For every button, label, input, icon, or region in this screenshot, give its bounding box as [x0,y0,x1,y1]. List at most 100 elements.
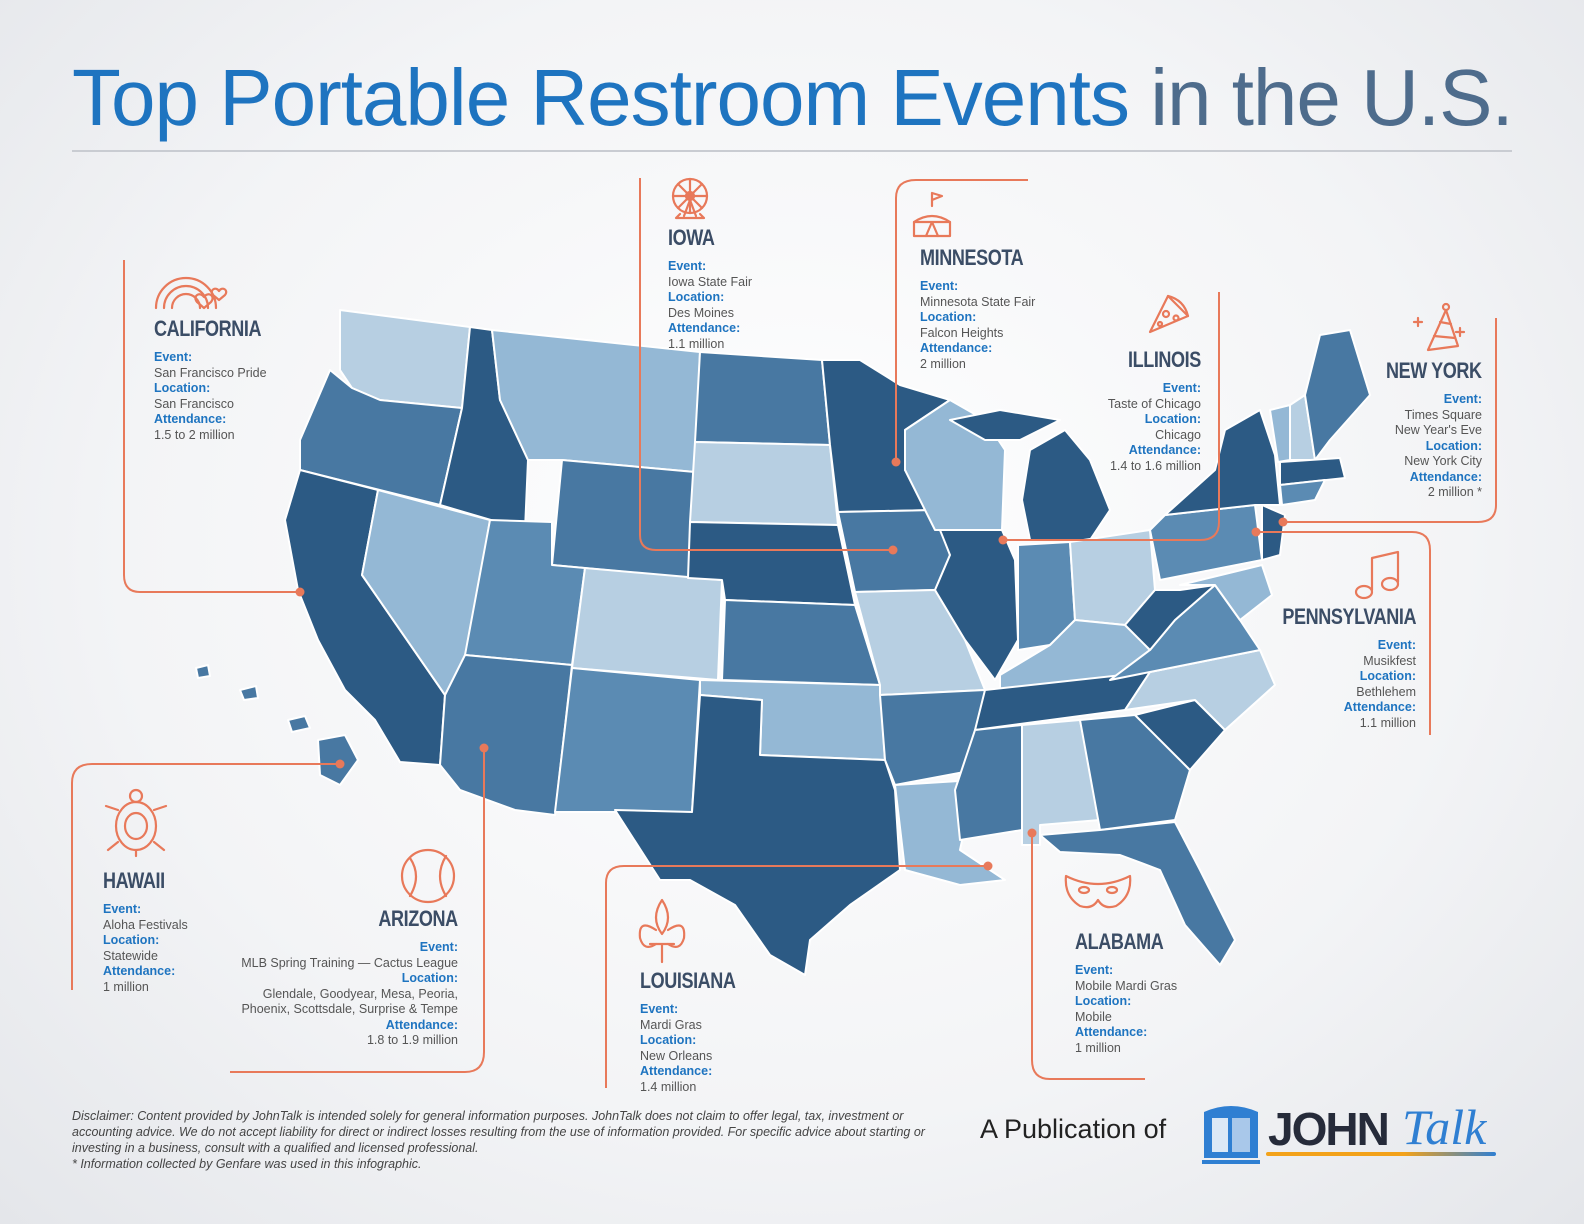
location-label: Location: [668,290,725,304]
location-value: San Francisco [154,396,234,411]
state-arizona [439,654,573,816]
attendance-value: 2 million [920,356,966,371]
marker-hawaii [335,759,345,769]
card-newyork: NEW YORK Event: Times Square New Year's … [1365,358,1482,501]
state-hawaii-kauai [195,664,211,679]
state-wyoming [551,459,696,579]
location-value: Falcon Heights [920,325,1004,340]
event-value: Aloha Festivals [103,917,188,932]
page-title: Top Portable Restroom Events in the U.S. [72,52,1514,144]
event-value: Minnesota State Fair [920,294,1036,309]
attendance-value: 1.1 million [668,336,725,351]
event-label: Event: [1075,963,1114,977]
state-name: MINNESOTA [920,245,1024,270]
location-label: Location: [103,933,160,947]
attendance-value: 1.5 to 2 million [154,427,235,442]
circus-tent-icon [912,191,952,238]
state-name: IOWA [668,225,715,250]
event-label: Event: [154,350,193,364]
ferris-wheel-icon [671,177,709,220]
pizza-slice-icon [1148,294,1190,334]
location-value: New Orleans [640,1048,713,1063]
attendance-value: 1 million [103,979,149,994]
state-arkansas [879,689,986,786]
state-massachusetts [1279,457,1346,486]
disclaimer-text: Disclaimer: Content provided by JohnTalk… [72,1109,925,1155]
title-part-1: Top Portable Restroom Events [72,53,1130,142]
music-note-icon [1354,550,1400,600]
card-minnesota: MINNESOTA Event: Minnesota State Fair Lo… [920,245,1046,372]
fleur-de-lis-icon [638,898,686,964]
mardi-gras-mask-icon [1064,874,1132,909]
state-florida [1039,821,1236,966]
connector-newyork [1283,318,1497,523]
marker-louisiana [983,861,993,871]
attendance-value: 1.8 to 1.9 million [366,1033,458,1047]
state-name: PENNSYLVANIA [1282,604,1416,629]
portable-restroom-icon [1202,1106,1260,1164]
location-label: Location: [1075,994,1132,1008]
disclaimer: Disclaimer: Content provided by JohnTalk… [72,1108,932,1172]
marker-minnesota [891,457,901,467]
event-value: MLB Spring Training — Cactus League [241,955,458,970]
attendance-label: Attendance: [668,321,741,335]
event-label: Event: [1162,381,1201,395]
title-part-2: in the U.S. [1128,53,1514,142]
event-value: San Francisco Pride [154,365,267,380]
state-ct-ri [1279,479,1326,506]
state-maryland-de [1179,564,1273,621]
turtle-icon [104,788,168,858]
state-michigan-up [949,409,1061,441]
location-label: Location: [920,310,977,324]
connector-hawaii [71,763,340,990]
state-hawaii-maui [287,715,311,733]
event-label: Event: [103,902,142,916]
location-label: Location: [401,971,458,985]
card-pennsylvania: PENNSYLVANIA Event: Musikfest Location: … [1253,604,1416,731]
state-newyork [1164,409,1281,516]
attendance-label: Attendance: [103,964,176,978]
title-divider [72,150,1512,152]
event-label: Event: [419,940,458,954]
state-name: ARIZONA [378,906,459,931]
logo-talk-text: Talk [1402,1099,1487,1155]
publication-label: A Publication of [980,1114,1167,1144]
state-name: ILLINOIS [1128,347,1201,372]
event-value: Iowa State Fair [668,274,753,289]
connector-minnesota [895,179,1028,462]
state-name: NEW YORK [1386,358,1482,383]
party-hat-icon [1412,302,1466,352]
marker-iowa [888,545,898,555]
state-newmexico [554,667,701,813]
event-value: Times Square New Year's Eve [1394,407,1482,438]
card-alabama: ALABAMA Event: Mobile Mardi Gras Locatio… [1075,929,1183,1056]
baseball-icon [400,848,456,904]
rainbow-hearts-icon [154,276,228,310]
attendance-value: 1.4 million [640,1079,697,1094]
event-label: Event: [1377,638,1416,652]
attendance-label: Attendance: [1343,700,1416,714]
state-maine [1304,329,1371,461]
card-california: CALIFORNIA Event: San Francisco Pride Lo… [154,316,285,443]
card-arizona: ARIZONA Event: MLB Spring Training — Cac… [241,906,458,1049]
attendance-label: Attendance: [385,1017,458,1032]
location-label: Location: [1359,669,1416,683]
location-value: Des Moines [668,305,734,320]
logo-underline-swoosh [1266,1152,1496,1156]
state-mississippi [954,724,1023,841]
attendance-label: Attendance: [640,1064,713,1078]
state-kansas [721,599,881,686]
event-value: Mardi Gras [640,1017,702,1032]
state-northdakota [694,351,831,446]
attendance-value: 1.4 to 1.6 million [1109,458,1201,473]
state-hawaii-oahu [239,685,259,701]
connector-illinois [1003,292,1220,541]
location-value: New York City [1404,454,1482,468]
attendance-label: Attendance: [920,341,993,355]
marker-california [295,587,305,597]
event-value: Musikfest [1363,653,1416,668]
event-label: Event: [920,279,959,293]
connector-pennsylvania [1256,531,1431,735]
card-hawaii: HAWAII Event: Aloha Festivals Location: … [103,868,188,995]
